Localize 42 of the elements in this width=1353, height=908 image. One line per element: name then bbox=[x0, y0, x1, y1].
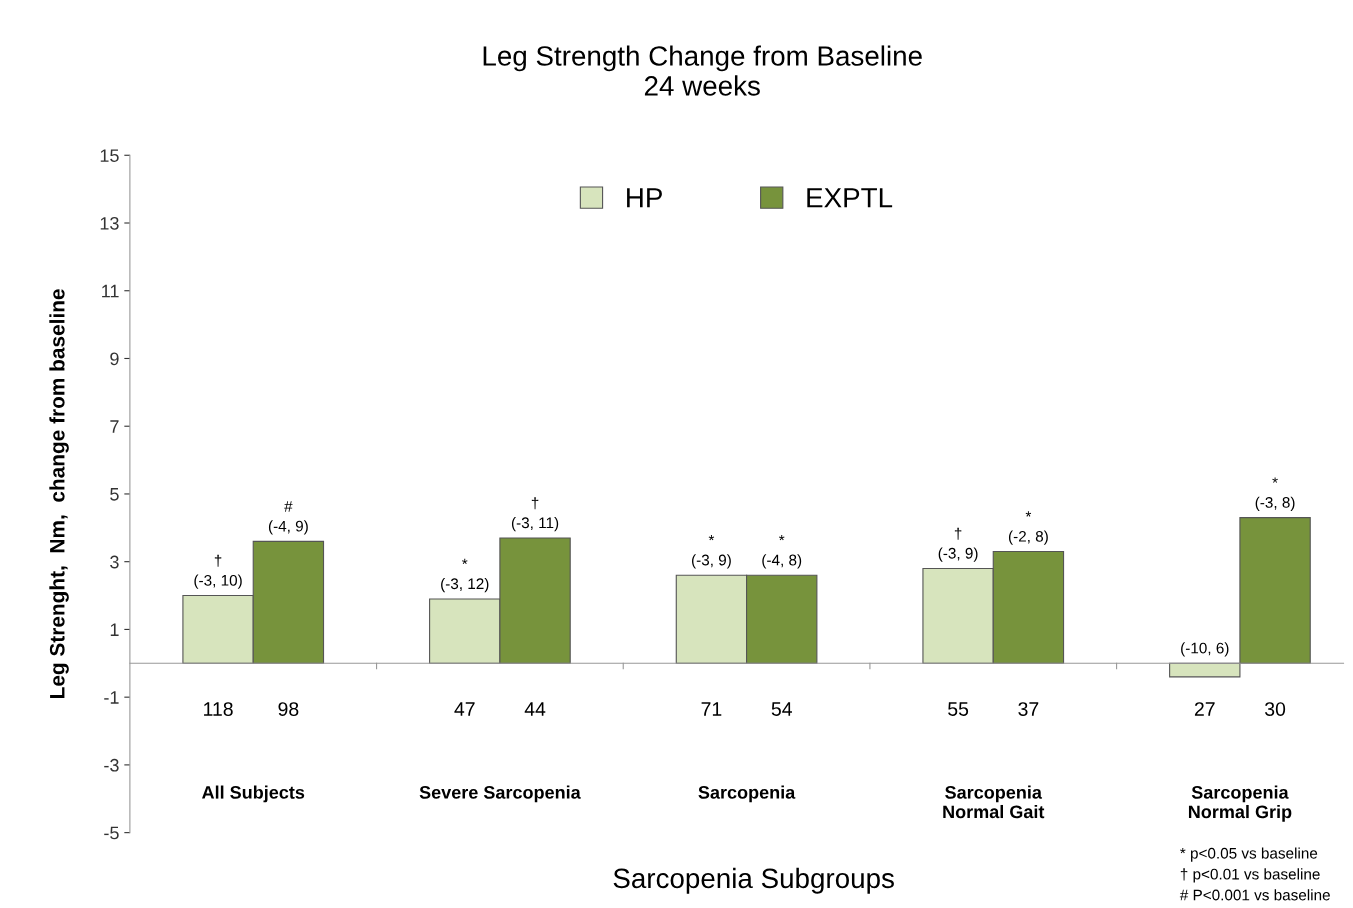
y-tick-label: -3 bbox=[104, 758, 119, 772]
annotation: 54 bbox=[771, 702, 792, 716]
x-axis-title: Sarcopenia Subgroups bbox=[613, 867, 894, 894]
y-tick-label: 5 bbox=[110, 488, 119, 501]
legend-label: HP bbox=[627, 188, 662, 208]
y-tick-label: 9 bbox=[110, 352, 119, 366]
data-label: * (-4, 8) bbox=[762, 535, 802, 569]
y-tick-label: 1 bbox=[110, 623, 119, 636]
annotation: 118 bbox=[204, 702, 233, 716]
data-label: † (-3, 9) bbox=[938, 527, 978, 562]
y-tick-label: -1 bbox=[104, 691, 119, 704]
data-label: * (-3, 8) bbox=[1255, 477, 1295, 511]
annotation: 27 bbox=[1194, 702, 1215, 716]
annotation: 47 bbox=[454, 702, 475, 716]
data-label: † (-3, 10) bbox=[194, 554, 242, 589]
y-tick-label: 7 bbox=[110, 420, 119, 433]
annotation: 55 bbox=[948, 702, 969, 716]
y-tick-label: 3 bbox=[110, 555, 119, 569]
text: * p<0.05 vs baseline † p<0.01 vs baseline # P<0.001 vs baseline bbox=[1179, 847, 1330, 901]
annotation: 71 bbox=[701, 702, 722, 716]
y-tick-label: 13 bbox=[100, 216, 119, 230]
data-label: * (-3, 12) bbox=[441, 558, 489, 593]
data-label: † (-3, 11) bbox=[511, 497, 559, 532]
data-label: * (-3, 9) bbox=[692, 535, 731, 569]
x-tick-label: Sarcopenia Normal Gait bbox=[943, 785, 1045, 819]
legend-label: EXPTL bbox=[807, 188, 893, 208]
annotation: 37 bbox=[1018, 702, 1039, 716]
chart-title: Leg Strength Change from Baseline 24 weeks bbox=[483, 45, 922, 96]
y-tick-label: 15 bbox=[100, 149, 119, 162]
y-axis-title: Leg Strenght, Nm, change from baseline bbox=[49, 289, 69, 699]
x-tick-label: Sarcopenia bbox=[698, 785, 796, 803]
x-tick-label: All Subjects bbox=[202, 785, 305, 803]
y-tick-label: -5 bbox=[104, 826, 119, 840]
x-tick-label: Severe Sarcopenia bbox=[419, 785, 581, 803]
data-label: * (-2, 8) bbox=[1008, 511, 1048, 545]
x-tick-label: Sarcopenia Normal Grip bbox=[1188, 785, 1292, 822]
y-tick-label: 11 bbox=[102, 284, 119, 298]
annotation: 98 bbox=[278, 702, 299, 716]
annotation: 44 bbox=[524, 702, 546, 716]
data-label: (-10, 6) bbox=[1181, 642, 1229, 657]
annotation: 30 bbox=[1265, 702, 1286, 716]
data-label: # (-4, 9) bbox=[268, 501, 308, 535]
